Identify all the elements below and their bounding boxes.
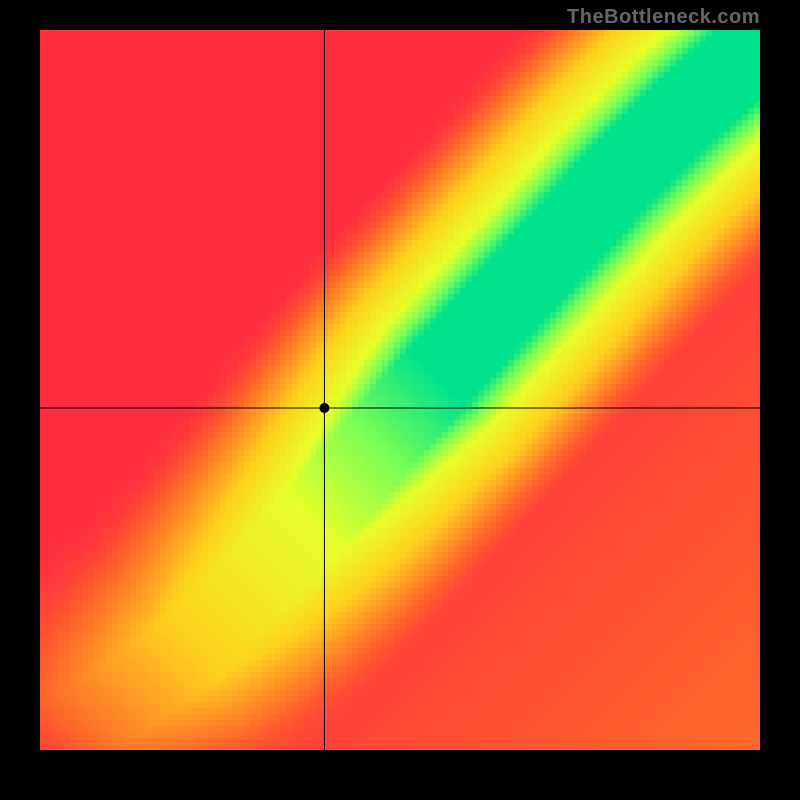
watermark-text: TheBottleneck.com (567, 6, 760, 29)
heatmap-canvas (40, 30, 760, 750)
